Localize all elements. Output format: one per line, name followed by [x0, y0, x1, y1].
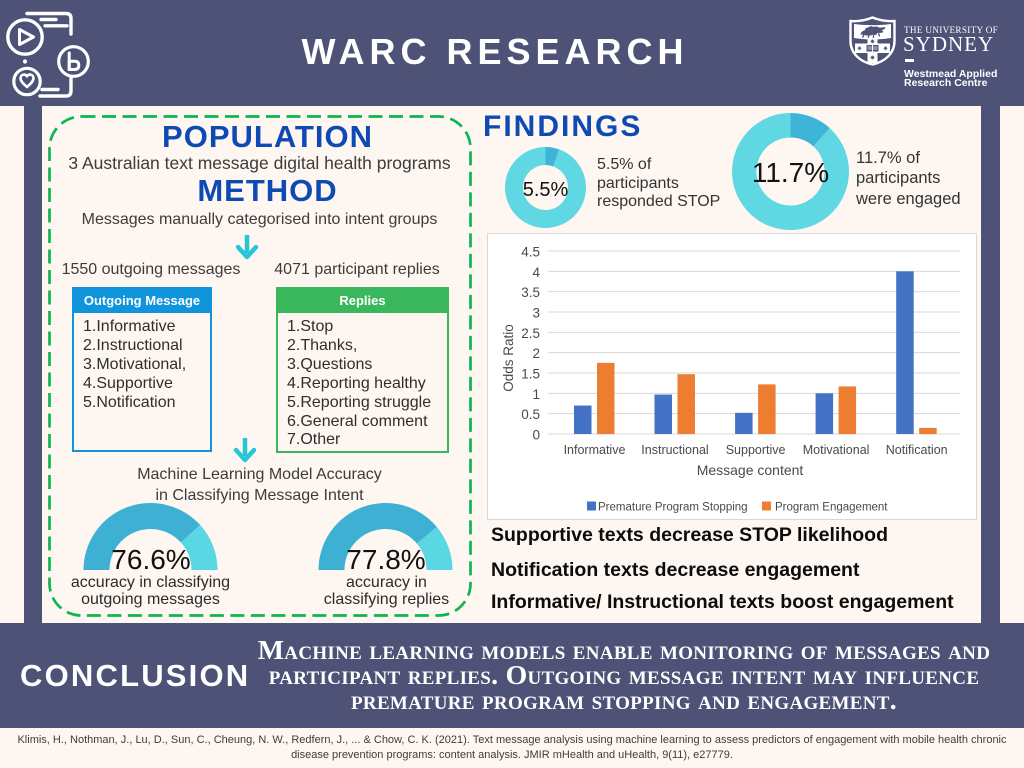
- svg-text:Instructional: Instructional: [641, 443, 708, 457]
- svg-text:0: 0: [532, 428, 540, 443]
- svg-text:0.5: 0.5: [521, 407, 540, 422]
- svg-text:Program Engagement: Program Engagement: [775, 502, 888, 514]
- svg-text:4.5: 4.5: [521, 245, 540, 260]
- svg-text:2.5: 2.5: [521, 326, 540, 341]
- svg-text:Notification: Notification: [886, 443, 948, 457]
- svg-text:1: 1: [532, 387, 540, 402]
- svg-text:Message content: Message content: [697, 462, 804, 478]
- svg-text:4: 4: [532, 265, 540, 280]
- svg-text:Motivational: Motivational: [803, 443, 870, 457]
- svg-text:3.5: 3.5: [521, 285, 540, 300]
- svg-text:3: 3: [532, 306, 540, 321]
- svg-text:Odds Ratio: Odds Ratio: [501, 324, 516, 392]
- svg-text:Informative: Informative: [564, 443, 626, 457]
- svg-text:1.5: 1.5: [521, 367, 540, 382]
- svg-text:2: 2: [532, 346, 540, 361]
- svg-text:Premature Program Stopping: Premature Program Stopping: [598, 502, 748, 514]
- svg-text:Supportive: Supportive: [726, 443, 786, 457]
